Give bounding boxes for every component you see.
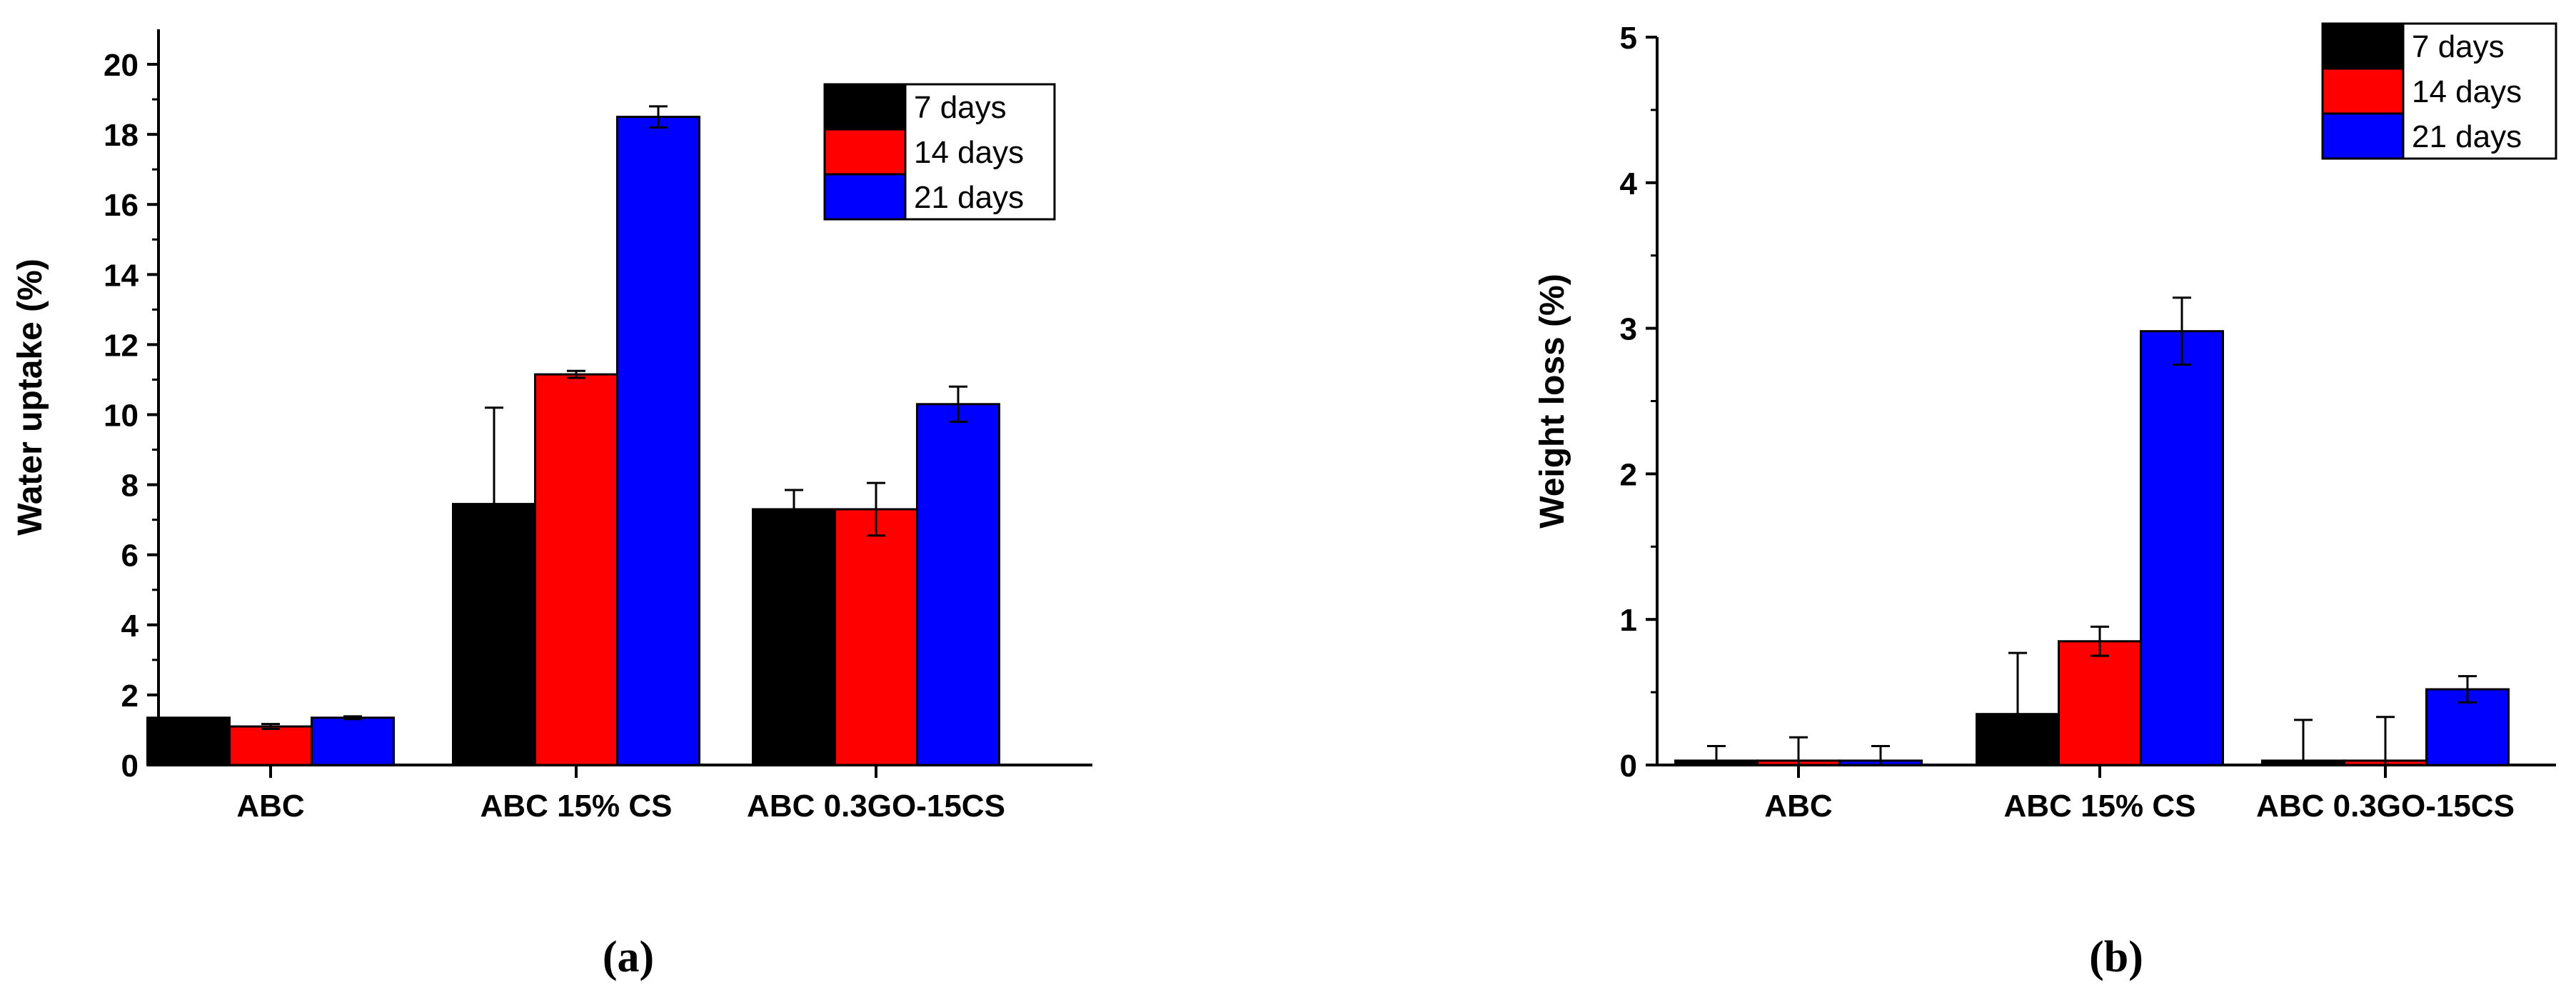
y-axis-label: Water uptake (%) xyxy=(11,259,49,536)
x-tick-label: ABC 15% CS xyxy=(2004,789,2196,824)
y-tick-label: 10 xyxy=(104,399,139,434)
y-tick-label: 6 xyxy=(121,539,139,574)
x-tick-label: ABC xyxy=(236,789,304,824)
panel-a-water-uptake-chart: 0 2 4 6 8 10 12 14 16 18 20 Water uptake (%) ABC ABC … xyxy=(11,29,1092,981)
legend-swatch xyxy=(823,173,907,221)
legend-swatch xyxy=(2321,67,2405,115)
panel-label: (b) xyxy=(2089,933,2143,981)
y-tick-label: 20 xyxy=(104,48,139,83)
bar xyxy=(752,508,836,766)
y-tick-label: 4 xyxy=(121,609,139,644)
legend-swatch xyxy=(823,128,907,176)
x-tick-label: ABC 0.3GO-15CS xyxy=(2256,789,2515,824)
y-tick-label: 3 xyxy=(1620,312,1637,347)
bar xyxy=(534,373,618,766)
legend-label: 21 days xyxy=(914,180,1024,215)
legend-label: 14 days xyxy=(2412,74,2522,109)
y-tick-label: 12 xyxy=(104,328,139,363)
legend-swatch xyxy=(2321,112,2405,160)
x-tick-label: ABC 15% CS xyxy=(481,789,673,824)
y-tick-label: 4 xyxy=(1620,166,1638,201)
panel-b-weight-loss-chart: 0 1 2 3 4 5 Weight loss (%) ABC ABC 15% CS ABC 0.… xyxy=(1534,21,2557,981)
y-tick-label: 2 xyxy=(121,679,139,714)
x-tick-label: ABC 0.3GO-15CS xyxy=(747,789,1005,824)
y-tick-label: 8 xyxy=(121,469,139,504)
y-axis-label: Weight loss (%) xyxy=(1534,274,1571,528)
legend-swatch xyxy=(2321,22,2405,70)
x-tick-label: ABC xyxy=(1764,789,1832,824)
y-tick-label: 0 xyxy=(1620,749,1637,784)
y-tick-label: 2 xyxy=(1620,457,1637,492)
legend-label: 7 days xyxy=(2412,29,2505,64)
bar xyxy=(2140,330,2224,766)
y-tick-label: 0 xyxy=(121,749,139,784)
bar xyxy=(311,716,395,766)
y-tick-label: 14 xyxy=(104,258,139,293)
y-tick-label: 1 xyxy=(1620,603,1637,638)
bar xyxy=(916,403,1000,766)
bar xyxy=(146,716,231,766)
legend-label: 14 days xyxy=(914,135,1024,170)
bar xyxy=(228,725,313,766)
legend-label: 7 days xyxy=(914,90,1007,125)
legend-swatch xyxy=(823,83,907,131)
y-tick-label: 5 xyxy=(1620,21,1637,56)
panel-label: (a) xyxy=(603,933,654,981)
bar xyxy=(2058,640,2142,766)
legend-label: 21 days xyxy=(2412,119,2522,154)
bar xyxy=(834,508,918,766)
y-tick-label: 18 xyxy=(104,118,139,153)
bar xyxy=(616,116,700,766)
y-tick-label: 16 xyxy=(104,188,139,223)
